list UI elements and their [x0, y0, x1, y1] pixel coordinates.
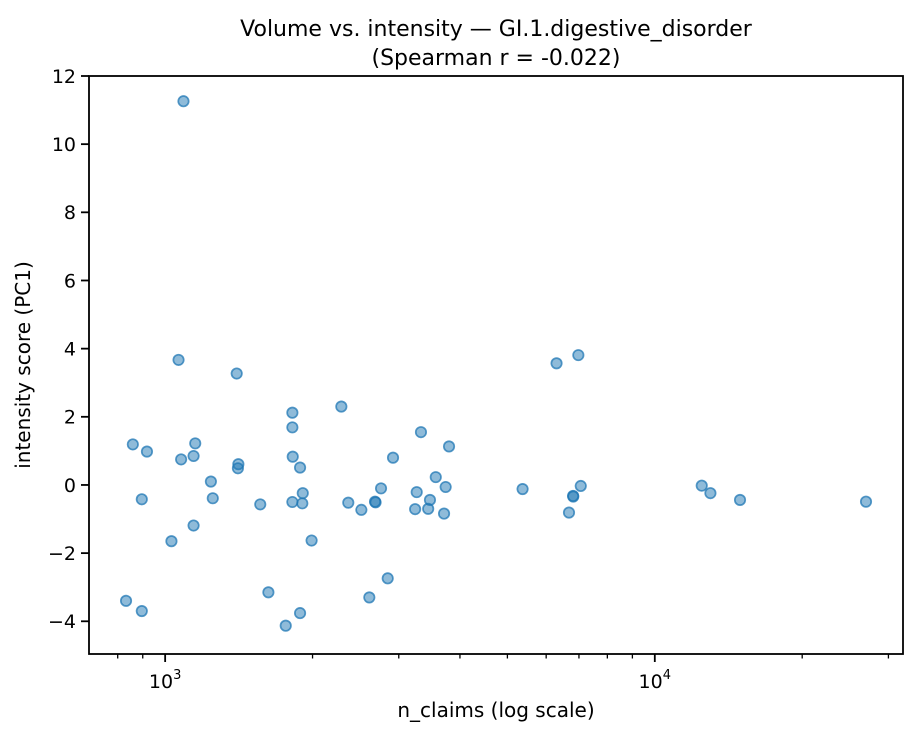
x-tick-label: 103	[149, 668, 181, 693]
data-point	[438, 507, 451, 520]
data-point	[286, 406, 299, 419]
data-point	[386, 451, 400, 464]
x-tick-label: 104	[639, 668, 671, 693]
data-point	[574, 479, 587, 493]
data-point	[189, 437, 202, 450]
data-point	[230, 367, 243, 380]
chart-subtitle: (Spearman r = -0.022)	[371, 46, 621, 71]
y-tick-label: 12	[52, 66, 76, 88]
y-tick-label: 8	[64, 202, 76, 224]
data-point	[279, 619, 292, 632]
y-tick-label: 4	[64, 338, 76, 360]
data-point	[126, 438, 139, 451]
data-point	[414, 426, 428, 439]
data-point	[355, 503, 368, 516]
data-point	[296, 497, 309, 510]
data-point	[286, 450, 299, 463]
y-axis-label: intensity score (PC1)	[11, 261, 35, 469]
y-tick-label: −4	[48, 611, 76, 633]
data-point	[135, 605, 148, 618]
axes-spines	[88, 75, 904, 655]
data-point	[187, 449, 200, 463]
chart-title: Volume vs. intensity — GI.1.digestive_di…	[240, 17, 752, 42]
data-point	[286, 421, 299, 434]
data-point	[175, 453, 188, 466]
data-point	[410, 486, 423, 499]
data-point	[335, 400, 348, 413]
y-tick-label: 2	[64, 407, 76, 429]
data-point	[119, 594, 133, 607]
data-point	[342, 496, 355, 509]
data-point	[429, 471, 442, 484]
data-point	[140, 445, 154, 458]
data-point	[294, 461, 307, 474]
data-point	[572, 349, 585, 362]
title-block: Volume vs. intensity — GI.1.digestive_di…	[89, 15, 903, 73]
data-point	[733, 493, 747, 507]
data-point	[165, 535, 178, 548]
data-point	[369, 496, 382, 509]
data-point	[305, 534, 318, 547]
data-point	[135, 493, 148, 506]
data-point	[704, 487, 717, 500]
data-point	[562, 506, 576, 519]
data-point	[206, 492, 219, 505]
data-point	[550, 357, 563, 370]
data-point	[439, 480, 452, 494]
data-point	[296, 487, 309, 500]
data-point	[363, 591, 376, 604]
data-point	[374, 482, 388, 495]
data-point	[187, 519, 200, 532]
data-point	[254, 498, 267, 511]
data-point	[231, 462, 244, 475]
data-point	[286, 495, 299, 509]
y-tick-label: 6	[64, 270, 76, 292]
data-point	[442, 440, 456, 453]
data-point	[409, 503, 422, 516]
data-point	[262, 586, 275, 599]
y-tick-label: 10	[52, 134, 76, 156]
data-point	[294, 607, 307, 620]
x-axis-label: n_claims (log scale)	[397, 698, 595, 722]
data-point	[516, 483, 529, 496]
y-tick-label: 0	[64, 475, 76, 497]
y-tick-label: −2	[48, 543, 76, 565]
data-point	[567, 490, 580, 503]
data-point	[204, 475, 217, 488]
data-point	[381, 572, 394, 585]
data-point	[177, 95, 190, 108]
data-point	[695, 479, 708, 492]
data-point	[859, 495, 873, 508]
data-point	[172, 353, 185, 366]
data-point	[423, 493, 437, 507]
